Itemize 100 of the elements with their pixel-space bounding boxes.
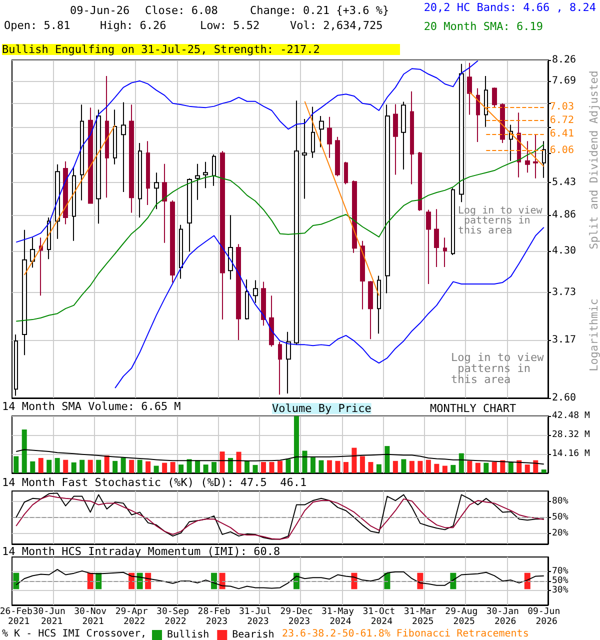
x-tick-label: 29-Aug 2025 (445, 607, 478, 627)
line-series (16, 568, 544, 590)
bar (294, 416, 299, 473)
line-series (16, 449, 544, 465)
candlestick (451, 188, 455, 256)
bar (442, 466, 448, 473)
x-tick-label: 31-Oct 2024 (362, 607, 396, 627)
candlestick (220, 150, 225, 320)
bar (203, 464, 208, 473)
y-tick-label: 80% (552, 496, 569, 507)
text: Close: 6.08 (145, 4, 218, 17)
candlestick (302, 118, 307, 200)
candlestick (88, 107, 93, 204)
candlestick (492, 86, 497, 108)
text: Volume By Price (272, 402, 372, 415)
bar (368, 462, 374, 473)
candlestick (113, 109, 117, 165)
text: High: 6.26 (100, 19, 166, 32)
bar (96, 460, 102, 473)
bar (533, 460, 538, 473)
bar (162, 462, 168, 473)
candlestick (352, 180, 357, 254)
y-tick-label: 70% (552, 566, 569, 576)
text: Low: 5.52 (200, 19, 260, 32)
candlestick (311, 106, 315, 158)
candlestick (96, 109, 101, 224)
x-tick-label: 30-Sep 2022 (156, 607, 190, 627)
bar (524, 464, 530, 473)
candlestick (368, 280, 373, 340)
bar (104, 455, 110, 473)
bar (170, 462, 176, 473)
x-tick-label: 30-Nov 2021 (74, 607, 107, 627)
bar (137, 460, 142, 473)
bar (22, 430, 27, 473)
ref-line-label: 6.72 (550, 114, 574, 126)
candlestick (187, 178, 192, 252)
candlestick (434, 208, 439, 268)
candlestick (121, 102, 126, 192)
bar (492, 462, 497, 473)
bar (392, 460, 398, 473)
candlestick (80, 104, 84, 201)
ref-line-label: 6.41 (550, 128, 574, 140)
candlestick (278, 341, 282, 396)
x-tick-label: 09-Jun 2026 (528, 607, 560, 627)
bar (475, 462, 480, 473)
candlestick (129, 104, 134, 214)
bar (286, 459, 291, 473)
x-tick-label: 29-Apr 2022 (115, 607, 148, 627)
text: Change: 0.21 {+3.6 %} (250, 4, 390, 17)
bar (343, 462, 348, 473)
x-tick-label: 31-Mar 2025 (404, 607, 438, 627)
y-tick-label: 7.69 (552, 75, 576, 86)
candlestick (154, 172, 159, 210)
y-tick-label: 4.86 (552, 210, 576, 221)
chart-title: 14 Month HCS Intraday Momentum (IMI): 60.8 (2, 545, 280, 558)
bar (376, 464, 382, 473)
bar (178, 464, 184, 473)
candlestick (170, 200, 175, 283)
legend-label: Bullish (167, 630, 210, 640)
candlestick (39, 237, 43, 296)
bar (269, 462, 274, 473)
legend-label: Bearish (232, 630, 274, 640)
y-tick-label: 14.16 M (552, 449, 591, 459)
text: 09-Jun-26 (70, 4, 130, 17)
candlestick (212, 154, 216, 186)
x-tick-label: 28-Feb 2023 (198, 607, 230, 627)
bar (88, 460, 93, 473)
candlestick (500, 102, 505, 144)
y-tick-label: 4.30 (552, 245, 576, 256)
bar (302, 450, 308, 473)
candlestick (459, 63, 464, 203)
bar (252, 464, 258, 473)
x-tick-label: 31-May 2024 (321, 607, 355, 627)
bar (318, 460, 324, 473)
annotation: Log in to view patterns in this area (458, 206, 544, 236)
bar (409, 460, 414, 473)
x-tick-label: 31-Jul 2023 (239, 607, 272, 627)
y-tick-label: 42.48 M (552, 411, 591, 421)
text: Open: 5.81 (4, 19, 70, 32)
bar (80, 460, 85, 473)
candlestick (203, 161, 208, 189)
ref-line-label: 7.03 (550, 102, 574, 113)
candlestick (393, 104, 398, 176)
bar (326, 460, 332, 473)
candlestick (319, 116, 324, 148)
bar (146, 461, 151, 473)
candlestick (138, 142, 142, 218)
y-tick-label: 28.32 M (552, 430, 591, 440)
bar (310, 457, 316, 473)
chart-title: 14 Month SMA Volume: 6.65 M (2, 400, 182, 413)
candlestick (410, 90, 414, 185)
candlestick (105, 76, 109, 198)
y-tick-label: 50% (552, 576, 569, 586)
y-axis-title: Split and Dividend Adjusted (588, 70, 600, 250)
bar (261, 462, 266, 473)
bar (335, 460, 340, 473)
candlestick (467, 62, 472, 116)
candlestick (484, 76, 488, 128)
candlestick (30, 237, 35, 268)
candlestick (542, 140, 546, 178)
